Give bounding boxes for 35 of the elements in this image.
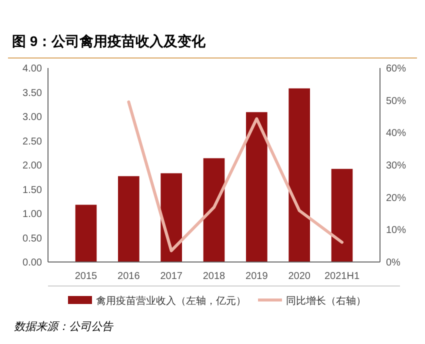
bar: [331, 168, 353, 262]
bar: [75, 204, 97, 262]
chart-title: 图 9：公司禽用疫苗收入及变化: [12, 33, 207, 49]
legend-label: 同比增长（右轴）: [286, 295, 366, 307]
y2-tick-label: 10%: [386, 225, 406, 236]
source-note: 数据来源：公司公告: [14, 320, 114, 333]
y-tick-label: 3.00: [22, 112, 42, 123]
bar: [203, 158, 225, 262]
x-tick-label: 2021H1: [324, 271, 360, 282]
y-tick-label: 3.50: [22, 88, 42, 99]
x-tick-label: 2020: [288, 271, 311, 282]
y2-tick-label: 60%: [386, 64, 406, 74]
x-tick-label: 2016: [118, 271, 140, 282]
y-tick-label: 1.50: [22, 184, 42, 196]
x-tick-label: 2019: [246, 271, 268, 282]
x-tick-label: 2018: [202, 271, 226, 282]
bar: [246, 112, 268, 262]
x-tick-label: 2017: [160, 271, 183, 282]
y-tick-label: 0.50: [22, 233, 42, 244]
line-series: [127, 100, 344, 252]
x-tick-label: 2015: [74, 271, 98, 282]
legend-label: 禽用疫苗营业收入（左轴，亿元）: [96, 295, 246, 307]
y-tick-label: 2.50: [22, 136, 42, 148]
y-tick-label: 4.00: [22, 64, 42, 74]
y2-tick-label: 50%: [386, 96, 406, 107]
y2-tick-label: 40%: [386, 128, 406, 140]
y2-tick-label: 0%: [386, 258, 401, 268]
y-tick-label: 0.00: [22, 258, 42, 268]
y2-tick-label: 30%: [386, 160, 406, 172]
bar: [118, 176, 140, 262]
bar: [288, 88, 310, 262]
bar: [160, 173, 182, 262]
y-tick-label: 2.00: [22, 160, 42, 172]
y-tick-label: 1.00: [22, 209, 42, 220]
y2-tick-label: 20%: [386, 192, 406, 204]
